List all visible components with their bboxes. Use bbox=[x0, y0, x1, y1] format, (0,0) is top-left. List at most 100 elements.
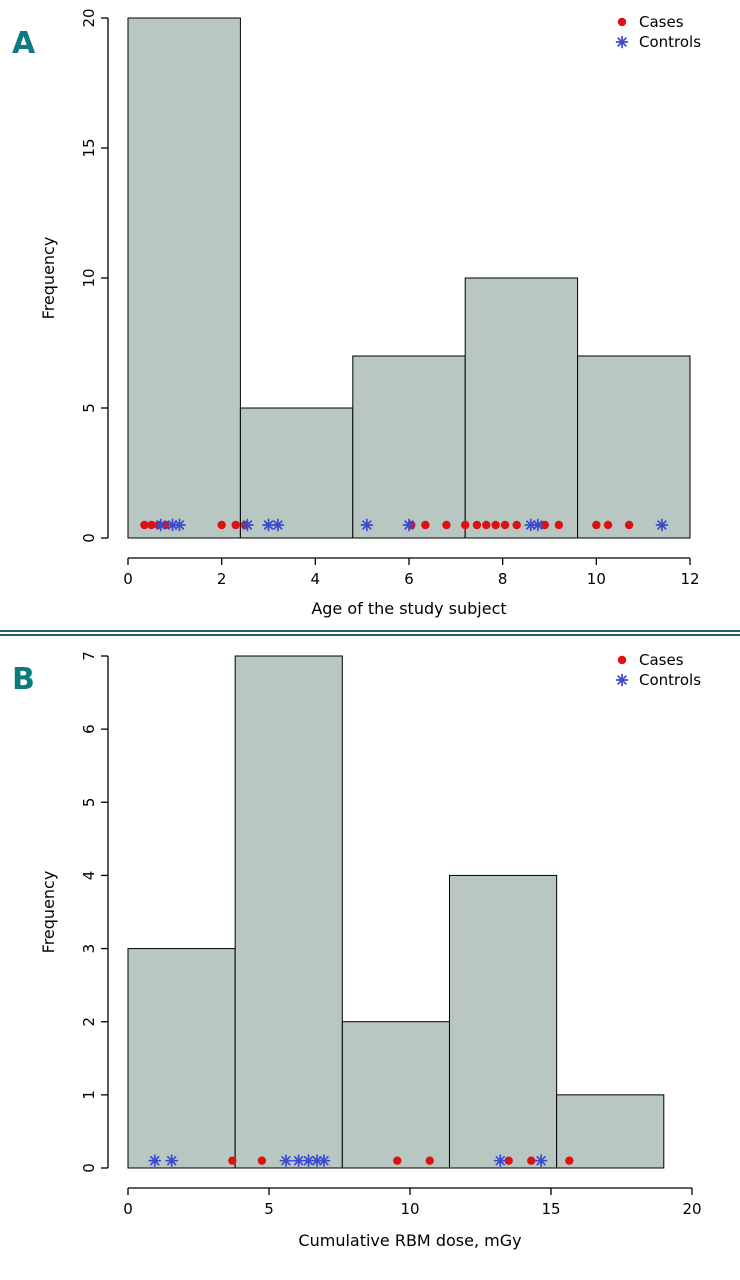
case-point bbox=[527, 1156, 536, 1165]
histogram-bar bbox=[127, 17, 241, 539]
legend-cases-marker bbox=[617, 17, 627, 27]
y-tick-label: 0 bbox=[80, 1163, 98, 1173]
panel-a: A 0 2 4 6 8 10 12 Age of the study subject 0 5 10 1… bbox=[0, 0, 740, 630]
x-tick-label: 6 bbox=[404, 570, 414, 588]
case-point bbox=[592, 520, 601, 530]
histogram-bar bbox=[577, 355, 691, 539]
case-point bbox=[393, 1156, 402, 1165]
legend-controls-marker bbox=[615, 673, 629, 687]
control-point bbox=[165, 1154, 179, 1168]
x-axis: 0 5 10 15 20 bbox=[123, 1187, 702, 1218]
case-point bbox=[257, 1156, 267, 1165]
data-points bbox=[148, 1154, 574, 1168]
panel-b: B 0 5 10 15 20 Cumulative RBM dose, mGy 0 1 2 3 4 5… bbox=[0, 636, 740, 1280]
y-tick-label: 2 bbox=[80, 1017, 98, 1027]
histogram-bar bbox=[341, 1021, 450, 1169]
x-tick-label: 10 bbox=[587, 570, 606, 588]
case-point bbox=[140, 520, 149, 530]
case-point bbox=[500, 520, 510, 530]
x-tick-label: 0 bbox=[123, 570, 133, 588]
case-point bbox=[512, 520, 521, 530]
legend-label: Controls bbox=[639, 33, 701, 51]
control-point bbox=[534, 1154, 548, 1168]
case-point bbox=[540, 520, 550, 530]
x-tick-label: 0 bbox=[123, 1200, 133, 1218]
x-tick-label: 5 bbox=[264, 1200, 274, 1218]
histogram-bar bbox=[239, 407, 354, 539]
legend-label: Controls bbox=[639, 671, 701, 689]
legend-label: Cases bbox=[639, 13, 684, 31]
y-axis-title: Frequency bbox=[39, 871, 58, 954]
case-point bbox=[425, 1156, 434, 1165]
y-tick-label: 6 bbox=[80, 724, 98, 734]
case-point bbox=[624, 520, 634, 530]
control-point bbox=[317, 1154, 331, 1168]
y-tick-label: 10 bbox=[80, 268, 98, 287]
y-tick-label: 5 bbox=[80, 798, 98, 808]
x-axis-title: Cumulative RBM dose, mGy bbox=[298, 1231, 521, 1250]
x-tick-label: 15 bbox=[541, 1200, 560, 1218]
y-tick-label: 15 bbox=[80, 138, 98, 157]
case-point bbox=[231, 520, 240, 530]
x-tick-label: 10 bbox=[400, 1200, 419, 1218]
x-tick-label: 4 bbox=[311, 570, 321, 588]
control-point bbox=[241, 518, 254, 532]
histogram-bar bbox=[352, 355, 466, 539]
control-point bbox=[531, 518, 545, 532]
y-tick-label: 1 bbox=[80, 1090, 98, 1100]
case-point bbox=[472, 520, 482, 530]
y-tick-label: 20 bbox=[80, 8, 98, 27]
x-tick-label: 2 bbox=[217, 570, 227, 588]
legend-label: Cases bbox=[639, 651, 684, 669]
control-point bbox=[262, 518, 275, 532]
case-point bbox=[491, 520, 500, 530]
case-point bbox=[461, 520, 470, 530]
legend: Cases Controls bbox=[615, 651, 701, 689]
histogram-bars bbox=[127, 17, 691, 539]
case-point bbox=[228, 1156, 237, 1165]
y-tick-label: 0 bbox=[80, 533, 98, 543]
x-axis: 0 2 4 6 8 10 12 bbox=[123, 557, 700, 588]
case-point bbox=[554, 520, 564, 530]
y-axis: 0 5 10 15 20 bbox=[80, 8, 109, 543]
control-point bbox=[279, 1154, 293, 1168]
legend-cases-marker bbox=[617, 655, 627, 665]
control-point bbox=[173, 518, 186, 532]
control-point bbox=[402, 518, 416, 532]
case-point bbox=[421, 520, 430, 530]
x-tick-label: 8 bbox=[498, 570, 508, 588]
control-point bbox=[655, 518, 669, 532]
legend: Cases Controls bbox=[615, 13, 701, 51]
histogram-bars bbox=[127, 655, 665, 1169]
control-point bbox=[493, 1154, 507, 1168]
y-tick-label: 7 bbox=[80, 651, 98, 661]
histogram-bar bbox=[127, 948, 236, 1169]
case-point bbox=[482, 520, 491, 530]
age-histogram-chart: 0 2 4 6 8 10 12 Age of the study subject 0 5 10 15 2… bbox=[39, 8, 701, 618]
control-point bbox=[271, 518, 285, 532]
control-point bbox=[360, 518, 374, 532]
y-tick-label: 3 bbox=[80, 944, 98, 954]
case-point bbox=[442, 520, 451, 530]
case-point bbox=[565, 1156, 574, 1165]
x-tick-label: 20 bbox=[682, 1200, 701, 1218]
case-point bbox=[147, 520, 156, 530]
case-point bbox=[603, 520, 613, 530]
y-tick-label: 5 bbox=[80, 403, 98, 413]
histogram-bar bbox=[556, 1094, 665, 1169]
y-axis-title: Frequency bbox=[39, 237, 58, 320]
data-points bbox=[140, 518, 669, 532]
x-tick-label: 12 bbox=[680, 570, 699, 588]
legend-controls-marker bbox=[615, 35, 629, 49]
control-point bbox=[154, 518, 168, 532]
histogram-bar bbox=[464, 277, 579, 539]
y-tick-label: 4 bbox=[80, 871, 98, 881]
control-point bbox=[148, 1154, 162, 1168]
histogram-bar bbox=[234, 655, 343, 1169]
dose-histogram-chart: 0 5 10 15 20 Cumulative RBM dose, mGy 0 1 2 3 4 5 6 7… bbox=[39, 651, 702, 1250]
case-point bbox=[217, 520, 226, 530]
histogram-bar bbox=[448, 874, 558, 1169]
x-axis-title: Age of the study subject bbox=[311, 599, 506, 618]
case-point bbox=[504, 1156, 513, 1165]
